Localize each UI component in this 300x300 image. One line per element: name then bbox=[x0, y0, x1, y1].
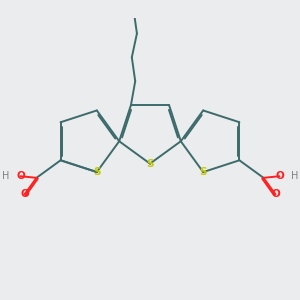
Text: S: S bbox=[93, 167, 100, 177]
Text: O: O bbox=[16, 171, 25, 181]
Text: S: S bbox=[146, 159, 154, 169]
Text: O: O bbox=[271, 189, 280, 200]
Text: S: S bbox=[200, 167, 207, 177]
Text: O: O bbox=[275, 171, 284, 181]
Text: O: O bbox=[20, 189, 29, 200]
Text: H: H bbox=[2, 171, 9, 181]
Text: H: H bbox=[291, 171, 298, 181]
